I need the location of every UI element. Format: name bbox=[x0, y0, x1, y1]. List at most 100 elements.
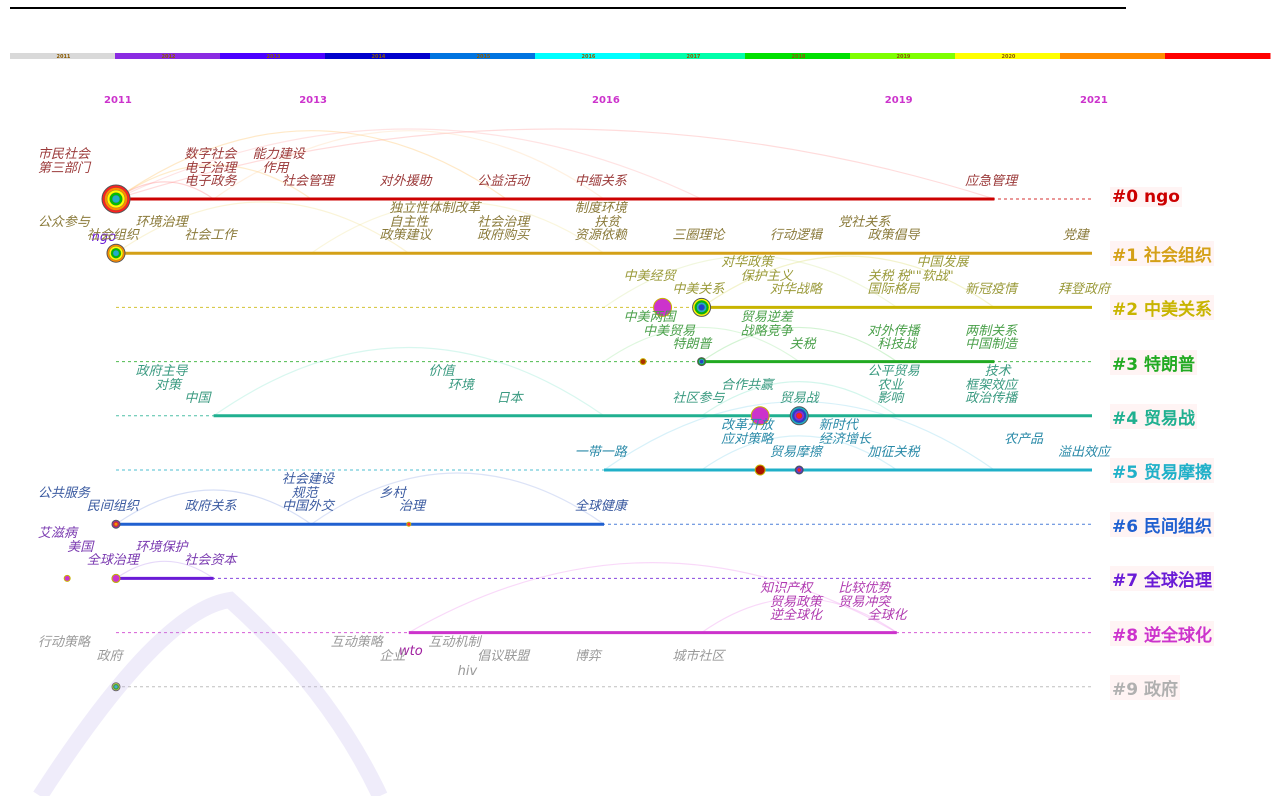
keyword-label: 加征关税 bbox=[867, 445, 920, 460]
keyword-label: 制度环境 bbox=[574, 201, 627, 217]
band-year-label: 2016 bbox=[581, 54, 596, 60]
timeline-band-segment bbox=[1165, 53, 1271, 59]
keyword-label: 贸易冲突 bbox=[838, 594, 891, 610]
keyword-label: 第三部门 bbox=[37, 161, 90, 176]
keyword-label: 中国制造 bbox=[965, 336, 1018, 352]
citation-node bbox=[698, 304, 705, 311]
citation-arc bbox=[213, 130, 605, 200]
keyword-label: 环境保护 bbox=[135, 540, 188, 556]
keyword-label: 电子政务 bbox=[184, 174, 237, 189]
keyword-label: 逆全球化 bbox=[769, 607, 822, 623]
keyword-label: 环境 bbox=[447, 377, 474, 393]
keyword-label: 美国 bbox=[67, 540, 94, 556]
keyword-label: 行动逻辑 bbox=[769, 228, 822, 244]
timeline-band-segment bbox=[115, 53, 221, 59]
keyword-label: 公平贸易 bbox=[867, 363, 920, 379]
keyword-label: wto bbox=[399, 643, 423, 659]
timeline-band-segment bbox=[535, 53, 641, 59]
timeline-band-segment bbox=[745, 53, 851, 59]
year-tick: 2019 bbox=[884, 95, 913, 106]
keyword-label: 公众参与 bbox=[37, 215, 90, 231]
citation-node bbox=[63, 574, 71, 582]
keyword-label: 一带一路 bbox=[574, 445, 627, 460]
keyword-label: 日本 bbox=[496, 390, 523, 406]
year-tick: 2016 bbox=[592, 95, 620, 106]
keyword-label: 中国发展 bbox=[916, 255, 969, 271]
keyword-label: 城市社区 bbox=[672, 648, 725, 664]
citation-node bbox=[754, 464, 766, 476]
citation-arc bbox=[115, 130, 507, 200]
keyword-label: 中国 bbox=[184, 390, 211, 406]
keyword-label: 自主性 bbox=[389, 215, 429, 231]
band-year-label: 2011 bbox=[56, 54, 71, 60]
watermark-shape bbox=[33, 591, 388, 796]
citation-arc bbox=[115, 128, 995, 200]
timeline-band-segment bbox=[325, 53, 431, 59]
keyword-label: 全球化 bbox=[867, 607, 907, 623]
year-tick: 2021 bbox=[1080, 95, 1108, 106]
timeline-band-segment bbox=[955, 53, 1061, 59]
keyword-label: 中美贸易 bbox=[643, 323, 696, 339]
keyword-label: hiv bbox=[457, 663, 478, 679]
timeline-band-segment bbox=[850, 53, 956, 59]
citation-arc bbox=[701, 597, 898, 634]
citation-arc bbox=[701, 381, 898, 417]
band-year-label: 2015 bbox=[476, 54, 491, 60]
keyword-label: 贸易战 bbox=[779, 390, 819, 406]
citation-arc bbox=[603, 401, 995, 471]
timeline-band-segment bbox=[10, 53, 116, 59]
citation-node bbox=[653, 297, 673, 317]
keyword-label: 党社关系 bbox=[838, 215, 891, 231]
keyword-label: 比较优势 bbox=[838, 580, 891, 596]
keyword-label: 社会管理 bbox=[281, 174, 334, 189]
keyword-label: 环境治理 bbox=[135, 215, 188, 231]
keyword-label: 政府关系 bbox=[184, 499, 237, 515]
keyword-label: 保护主义 bbox=[740, 269, 793, 285]
citation-arc bbox=[115, 201, 410, 254]
keyword-label: 中美经贸 bbox=[623, 269, 676, 285]
keyword-label: 技术 bbox=[984, 363, 1011, 379]
top-rule bbox=[10, 7, 1126, 9]
keyword-label: 战略竞争 bbox=[740, 323, 793, 339]
keyword-label: 博弈 bbox=[574, 648, 601, 664]
band-year-label: 2013 bbox=[266, 54, 281, 60]
citation-arc bbox=[115, 560, 214, 579]
keyword-label: ngo bbox=[91, 230, 117, 246]
keyword-label: 政策倡导 bbox=[867, 228, 920, 244]
keyword-label: 公共服务 bbox=[37, 486, 90, 502]
keyword-label: 知识产权 bbox=[760, 580, 813, 596]
citation-arc bbox=[213, 346, 605, 417]
keyword-label: 新时代 bbox=[818, 418, 858, 433]
keyword-label: 税""软战" bbox=[896, 269, 954, 285]
keyword-label: 对外传播 bbox=[867, 323, 920, 339]
citation-node bbox=[750, 406, 770, 426]
keyword-label: 政治传播 bbox=[965, 390, 1018, 406]
keyword-label: 三圈理论 bbox=[672, 228, 725, 244]
citation-arc bbox=[115, 489, 312, 525]
keyword-label: 倡议联盟 bbox=[477, 648, 530, 664]
keyword-label: 中美两国 bbox=[623, 309, 676, 325]
keyword-label: 行动策略 bbox=[37, 634, 90, 650]
citation-arc bbox=[603, 326, 800, 363]
keyword-label: 社会工作 bbox=[184, 228, 237, 244]
keyword-label: 治理 bbox=[399, 499, 426, 515]
keyword-label: 数字社会 bbox=[184, 147, 237, 162]
citation-node bbox=[406, 521, 412, 527]
keyword-label: 社区参与 bbox=[672, 390, 725, 406]
cluster-label: #6 民间组织 bbox=[1110, 512, 1214, 538]
keyword-label: 中缅关系 bbox=[574, 174, 627, 189]
citation-node bbox=[797, 468, 802, 472]
cluster-label: #1 社会组织 bbox=[1110, 241, 1214, 267]
band-year-label: 2019 bbox=[896, 54, 911, 60]
cluster-label: #2 中美关系 bbox=[1110, 295, 1214, 321]
keyword-label: 中国外交 bbox=[281, 499, 334, 515]
citation-arc bbox=[701, 255, 995, 308]
keyword-label: 特朗普 bbox=[672, 336, 712, 352]
cluster-label: #3 特朗普 bbox=[1110, 349, 1197, 375]
citation-node bbox=[639, 358, 647, 366]
keyword-label: 溢出效应 bbox=[1058, 445, 1111, 460]
keyword-label: 政策建议 bbox=[379, 228, 432, 244]
band-year-label: 2020 bbox=[1001, 54, 1016, 60]
citation-arc bbox=[115, 164, 312, 200]
